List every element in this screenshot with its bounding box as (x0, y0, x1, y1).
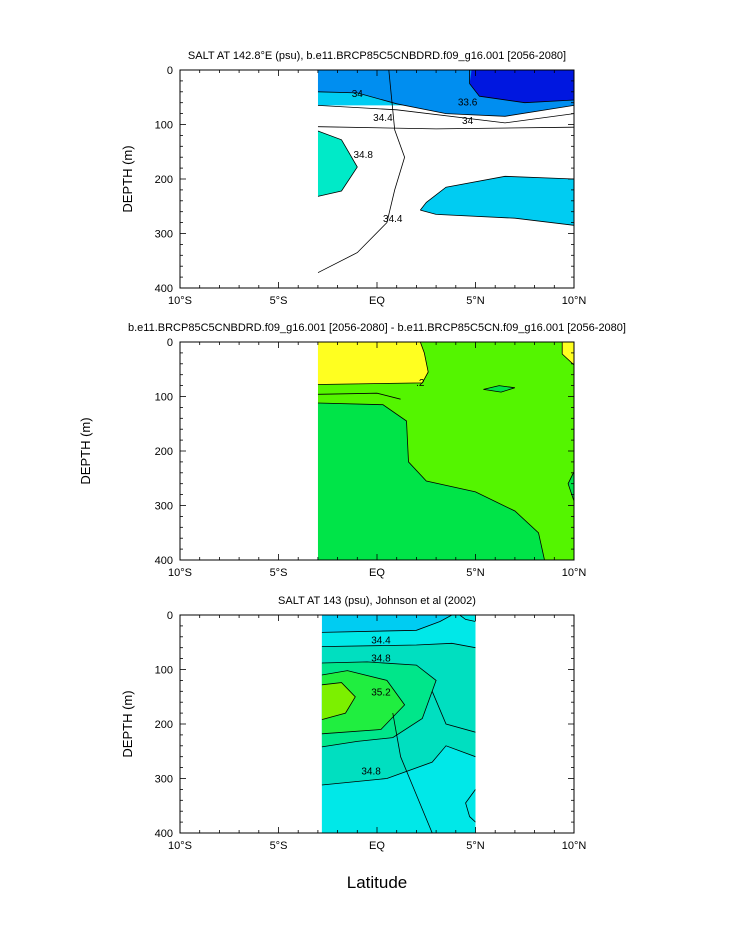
contour-line (567, 471, 574, 502)
contour-line (419, 175, 574, 211)
x-tick-label: 10°S (168, 840, 192, 852)
y-axis-label: DEPTH (m) (120, 145, 135, 212)
contour-label: .2 (416, 378, 425, 389)
x-tick-label: EQ (369, 295, 385, 307)
y-tick-label: 400 (155, 283, 173, 295)
contour-line (469, 70, 574, 104)
contour-line (317, 91, 574, 117)
panel-salt-model: 34 33.6 34 34.4 34.8 34.4 10°S 5°S EQ 5°N 10°N 0 100… (120, 50, 586, 307)
y-tick-label: 200 (155, 719, 173, 731)
x-tick-label: 10°S (168, 295, 192, 307)
y-tick-label: 300 (155, 774, 173, 786)
contour-label: 33.6 (458, 98, 478, 109)
x-tick-label: 5°S (270, 840, 288, 852)
contour-label: 34.8 (353, 150, 373, 161)
x-tick-label: 5°N (466, 295, 485, 307)
contour-fill-region (420, 176, 574, 226)
contour-line (317, 402, 545, 560)
x-tick-label: 5°N (466, 567, 485, 579)
x-axis-label: Latitude (347, 873, 408, 892)
contour-line (317, 70, 406, 274)
y-tick-label: 400 (155, 828, 173, 840)
y-tick-label: 100 (155, 665, 173, 677)
x-tick-label: EQ (369, 567, 385, 579)
contour-label: 34.4 (371, 636, 391, 647)
contour-fill-group (317, 342, 574, 560)
x-tick-label: 10°N (562, 840, 587, 852)
panel-title: SALT AT 142.8°E (psu), b.e11.BRCP85C5CNB… (188, 50, 566, 62)
contour-fill-region (317, 131, 358, 197)
contour-line (317, 126, 574, 130)
contour-line (317, 105, 574, 124)
y-tick-label: 0 (167, 65, 173, 77)
contour-fill-group (317, 70, 574, 226)
contour-line (321, 745, 476, 786)
contour-line (465, 789, 476, 823)
contour-label: 34.4 (383, 214, 403, 225)
y-axis-label: DEPTH (m) (120, 690, 135, 757)
y-tick-label: 300 (155, 501, 173, 513)
contour-label: 34 (462, 116, 474, 127)
contour-label: 34.8 (371, 654, 391, 665)
contour-line (483, 385, 516, 393)
contour-line (321, 682, 356, 720)
contour-line-group (317, 70, 574, 274)
y-tick-label: 100 (155, 120, 173, 132)
contour-line (431, 691, 476, 733)
y-tick-label: 200 (155, 174, 173, 186)
panel-title: b.e11.BRCP85C5CNBDRD.f09_g16.001 [2056-2… (128, 322, 626, 334)
x-tick-label: 10°N (562, 567, 587, 579)
panel-title: SALT AT 143 (psu), Johnson et al (2002) (278, 595, 476, 607)
y-tick-label: 0 (167, 610, 173, 622)
contour-label: 34.4 (373, 113, 393, 124)
contour-line (561, 342, 574, 366)
y-tick-label: 100 (155, 392, 173, 404)
contour-line (317, 130, 358, 197)
contour-line (321, 661, 437, 748)
contour-label: 35.2 (371, 687, 391, 698)
contour-fill-region (469, 70, 574, 103)
contour-line (321, 670, 406, 735)
x-tick-label: 5°N (466, 840, 485, 852)
y-tick-label: 0 (167, 337, 173, 349)
x-tick-label: EQ (369, 840, 385, 852)
y-tick-label: 400 (155, 555, 173, 567)
contour-fill-region (562, 342, 574, 365)
contour-label: 34 (352, 89, 364, 100)
y-tick-label: 200 (155, 446, 173, 458)
y-tick-label: 300 (155, 229, 173, 241)
x-tick-label: 10°S (168, 567, 192, 579)
contour-line (317, 342, 429, 385)
contour-line (420, 209, 574, 226)
contour-line-group (317, 342, 574, 560)
panel-salt-difference: .2 10°S 5°S EQ 5°N 10°N 0 100 200 300 400 DEPTH (m)… (78, 322, 626, 579)
contour-label: 34.8 (361, 766, 381, 777)
y-axis-label: DEPTH (m) (78, 417, 93, 484)
contour-fill-region (317, 403, 545, 560)
panel-salt-observed: 34.4 34.8 35.2 34.8 10°S 5°S EQ 5°N 10°N 0 100 200 3… (120, 595, 586, 852)
contour-fill-region (317, 342, 429, 385)
contour-fill-region (568, 471, 574, 502)
x-tick-label: 10°N (562, 295, 587, 307)
contour-fill-group (321, 615, 476, 833)
contour-line (459, 615, 476, 622)
contour-line (321, 615, 453, 633)
x-tick-label: 5°S (270, 567, 288, 579)
contour-line (317, 392, 401, 400)
contour-line-group (321, 615, 476, 833)
contour-line (392, 713, 433, 833)
x-tick-label: 5°S (270, 295, 288, 307)
contour-line (321, 642, 476, 649)
